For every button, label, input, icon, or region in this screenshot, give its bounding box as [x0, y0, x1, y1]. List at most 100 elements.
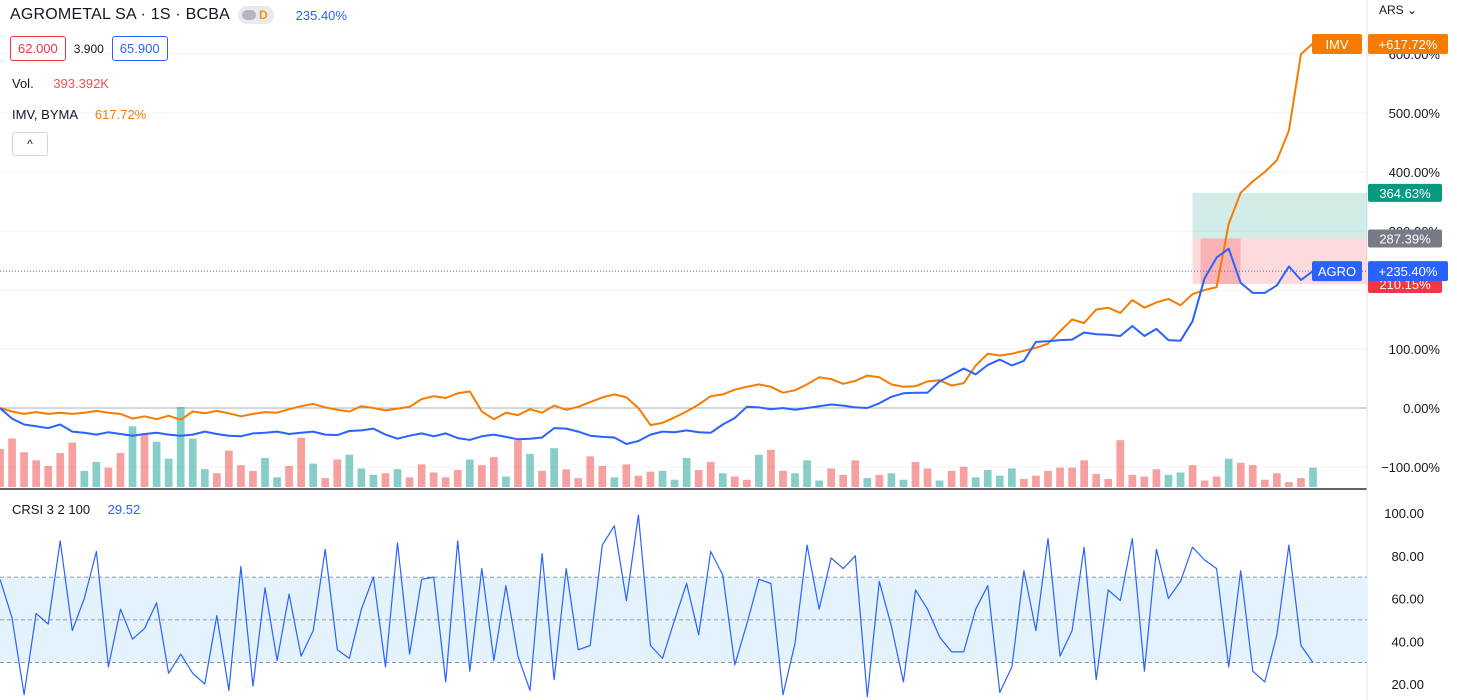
quote-row: 62.000 3.900 65.900 — [10, 36, 168, 61]
volume-bar — [1236, 462, 1245, 487]
price-tag — [1368, 229, 1442, 248]
volume-bar — [610, 477, 619, 487]
volume-bar — [128, 426, 137, 487]
change-percent: 235.40% — [295, 7, 347, 23]
volume-bar — [622, 464, 631, 487]
price-axis[interactable]: 600.00%500.00%400.00%300.00%100.00%0.00%… — [1381, 47, 1440, 692]
volume-bar — [526, 453, 534, 487]
crsi-line[interactable] — [0, 514, 1314, 698]
volume-bar — [1152, 469, 1161, 487]
agro-value-tag — [1368, 261, 1448, 282]
volume-bar — [477, 465, 486, 487]
volume-bar — [1068, 467, 1076, 487]
volume-bar — [1020, 478, 1028, 487]
volume-bar — [321, 478, 330, 487]
agro-name-tag[interactable] — [1312, 261, 1362, 282]
volume-bar — [1056, 467, 1064, 487]
y-tick-label: 100.00 — [1384, 506, 1424, 521]
y-tick-label: 500.00% — [1389, 106, 1441, 121]
y-tick-label: 80.00 — [1391, 549, 1424, 564]
volume-bar — [1260, 479, 1269, 487]
volume-bar — [357, 468, 366, 487]
volume-bar — [827, 468, 836, 487]
volume-bar — [767, 449, 775, 487]
compare-label[interactable]: IMV, BYMA — [12, 107, 78, 122]
volume-bar — [369, 474, 378, 487]
y-tick-label: 400.00% — [1389, 165, 1441, 180]
volume-bar — [935, 480, 944, 487]
volume-bar — [887, 473, 896, 487]
volume-bar — [694, 470, 703, 487]
volume-bar — [104, 467, 113, 487]
buy-button[interactable]: 65.900 — [111, 36, 168, 61]
volume-bar — [212, 473, 221, 487]
volume-bar — [791, 473, 799, 487]
interval-toggle[interactable]: D — [237, 6, 274, 24]
volume-bar — [658, 470, 667, 487]
volume-bar — [68, 442, 77, 487]
agro-name-label: AGRO — [1318, 264, 1356, 279]
currency-selector[interactable]: ARS ⌄ — [1379, 3, 1417, 17]
imv-value-label: +617.72% — [1379, 37, 1438, 52]
volume-bar — [971, 477, 980, 487]
y-tick-label: 60.00 — [1391, 592, 1424, 607]
volume-bar — [261, 457, 269, 487]
volume-bar — [44, 465, 53, 487]
price-lines — [0, 42, 1314, 698]
volume-bar — [706, 461, 715, 487]
collapse-legend-button[interactable]: ^ — [12, 132, 48, 156]
volume-bar — [297, 437, 306, 487]
volume-bar — [1309, 467, 1317, 487]
volume-bar — [1285, 482, 1293, 487]
target-zone[interactable] — [1192, 192, 1367, 239]
volume-bar — [56, 453, 65, 487]
volume-bar — [863, 478, 872, 487]
volume-bar — [803, 460, 811, 487]
volume-bar — [670, 479, 679, 487]
volume-bar — [1212, 476, 1221, 487]
volume-bar — [779, 470, 787, 487]
volume-bar — [899, 479, 908, 487]
volume-bar — [983, 470, 992, 487]
volume-bar — [273, 477, 281, 487]
sell-button[interactable]: 62.000 — [10, 36, 66, 61]
volume-bar — [586, 456, 595, 487]
agro-line[interactable] — [0, 247, 1314, 445]
volume-bar — [417, 464, 426, 487]
indicator-label[interactable]: CRSI 3 2 100 — [12, 502, 91, 517]
volume-bar — [381, 473, 390, 487]
volume-bar — [1128, 474, 1137, 487]
volume-legend: Vol. 393.392K — [12, 76, 109, 91]
volume-bar — [152, 441, 161, 487]
interval-badge: D — [258, 8, 268, 22]
volume-bar — [490, 457, 498, 487]
volume-bar — [959, 466, 968, 487]
volume-bar — [1044, 470, 1052, 487]
imv-name-tag[interactable] — [1312, 34, 1362, 54]
volume-bar — [393, 469, 402, 487]
volume-bar — [1188, 465, 1197, 487]
volume-bar — [92, 461, 101, 487]
volume-bar — [20, 452, 28, 487]
volume-bar — [309, 463, 318, 487]
volume-bar — [176, 407, 185, 487]
volume-bar — [730, 476, 739, 487]
volume-bar — [1176, 472, 1185, 487]
volume-bar — [1297, 478, 1305, 487]
volume-bar — [923, 468, 932, 487]
price-tag-label: 364.63% — [1379, 186, 1431, 201]
volume-bar — [1224, 458, 1233, 487]
volume-value: 393.392K — [53, 76, 109, 91]
volume-bar — [164, 458, 173, 487]
imv-value-tag — [1368, 34, 1448, 54]
currency-label: ARS — [1379, 3, 1404, 17]
volume-bar — [947, 470, 956, 487]
symbol-title[interactable]: AGROMETAL SA · 1S · BCBA — [10, 6, 230, 23]
volume-bar — [851, 460, 860, 487]
y-tick-label: 100.00% — [1389, 342, 1441, 357]
volume-bar — [1080, 460, 1088, 487]
volume-bar — [839, 474, 848, 487]
imv-line[interactable] — [0, 42, 1314, 427]
volume-bar — [514, 440, 522, 487]
